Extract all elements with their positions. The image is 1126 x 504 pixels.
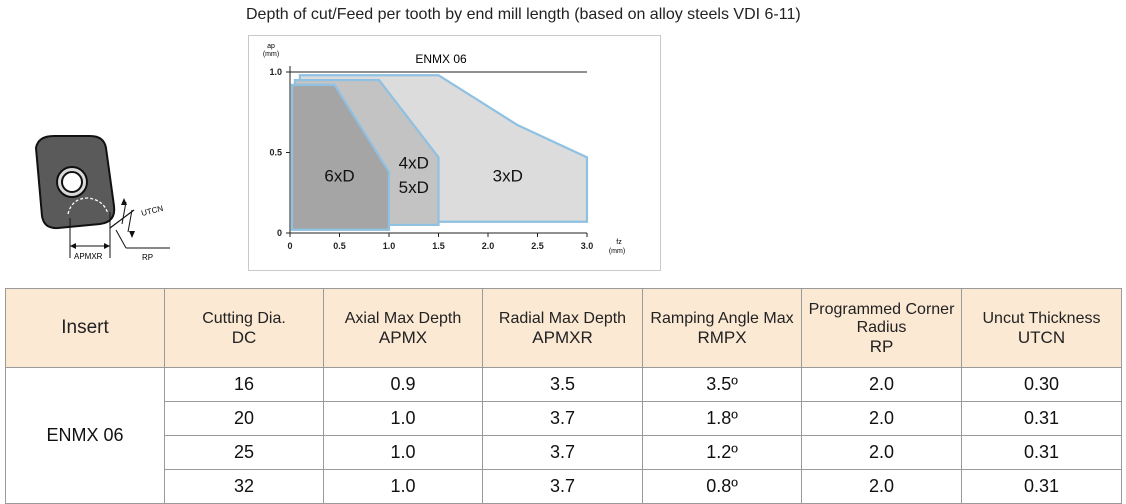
table-cell: 3.7 (482, 401, 643, 436)
header-ramping-angle: Ramping Angle Max RMPX (642, 288, 802, 368)
table-cell: 32 (164, 469, 324, 504)
x-tick-label: 3.0 (581, 241, 594, 251)
y-tick-label: 1.0 (269, 67, 282, 77)
table-cell: 1.0 (323, 401, 483, 436)
region-label: 5xD (399, 178, 429, 197)
y-axis-unit: (mm) (263, 51, 279, 58)
page-heading: Depth of cut/Feed per tooth by end mill … (246, 6, 801, 23)
region-label: 3xD (493, 166, 523, 185)
insert-spec-table: Insert Cutting Dia. DC Axial Max Depth APM… (5, 288, 1122, 504)
chart-axes: 0 0.5 1.0 1.5 2.0 2.5 3.0 0 0.5 1.0 (269, 66, 593, 251)
x-tick-label: 2.0 (482, 241, 495, 251)
header-corner-radius: Programmed Corner Radius RP (801, 288, 962, 368)
x-axis-unit: (mm) (609, 248, 625, 255)
table-cell: 3.5 (482, 367, 643, 402)
table-cell: 2.0 (801, 435, 962, 470)
table-cell: 3.5º (642, 367, 802, 402)
table-cell: 0.31 (961, 401, 1122, 436)
y-tick-label: 0.5 (269, 148, 282, 158)
y-tick-label: 0 (277, 228, 282, 238)
rp-label: RP (142, 253, 153, 262)
chart-title: ENMX 06 (415, 52, 467, 66)
table-header-row: Insert Cutting Dia. DC Axial Max Depth APM… (5, 288, 1122, 368)
insert-body (34, 135, 116, 230)
table-cell: 2.0 (801, 469, 962, 504)
table-cell: 2.0 (801, 367, 962, 402)
table-cell: 25 (164, 435, 324, 470)
chart-regions: 3xD 4xD 5xD 6xD (290, 74, 589, 231)
x-axis-label: fz (616, 239, 622, 246)
table-cell: 3.7 (482, 469, 643, 504)
y-axis-label: ap (267, 43, 275, 50)
region-6xd (290, 83, 391, 231)
table-cell: 1.2º (642, 435, 802, 470)
table-cell: 3.7 (482, 435, 643, 470)
table-cell: 1.0 (323, 435, 483, 470)
utcn-label: UTCN (140, 204, 164, 218)
x-tick-label: 0 (287, 241, 292, 251)
table-row: 25 1.0 3.7 1.2º 2.0 0.31 (6, 435, 1122, 470)
insert-diagram: UTCN APMXR RP (34, 135, 170, 262)
header-axial-max-depth: Axial Max Depth APMX (323, 288, 483, 368)
apmxr-label: APMXR (74, 252, 103, 261)
x-tick-label: 1.5 (432, 241, 445, 251)
header-cutting-dia: Cutting Dia. DC (164, 288, 324, 368)
table-cell: 0.31 (961, 469, 1122, 504)
insert-name-cell: ENMX 06 (5, 367, 165, 504)
table-cell: 1.8º (642, 401, 802, 436)
table-cell: 0.8º (642, 469, 802, 504)
x-tick-label: 0.5 (333, 241, 346, 251)
x-tick-label: 2.5 (531, 241, 544, 251)
region-label: 4xD (399, 154, 429, 173)
table-row: ENMX 06 16 0.9 3.5 3.5º 2.0 0.30 (5, 367, 1122, 504)
chart-frame: ENMX 06 ap (mm) fz (mm) 3xD 4xD 5xD 6xD 0 0.… (248, 35, 661, 271)
table-cell: 2.0 (801, 401, 962, 436)
header-uncut-thickness: Uncut Thickness UTCN (961, 288, 1122, 368)
table-cell: 16 (164, 367, 324, 402)
table-row: 32 1.0 3.7 0.8º 2.0 0.31 (6, 469, 1122, 504)
x-tick-label: 1.0 (383, 241, 396, 251)
table-cell: 20 (164, 401, 324, 436)
header-insert: Insert (5, 288, 165, 368)
table-cell: 0.31 (961, 435, 1122, 470)
table-row: 20 1.0 3.7 1.8º 2.0 0.31 (6, 401, 1122, 436)
table-cell: 0.30 (961, 367, 1122, 402)
table-cell: 1.0 (323, 469, 483, 504)
table-cell: 0.9 (323, 367, 483, 402)
header-radial-max-depth: Radial Max Depth APMXR (482, 288, 643, 368)
region-label: 6xD (324, 166, 354, 185)
depth-feed-chart: ENMX 06 ap (mm) fz (mm) 3xD 4xD 5xD 6xD 0 0.… (263, 43, 625, 255)
